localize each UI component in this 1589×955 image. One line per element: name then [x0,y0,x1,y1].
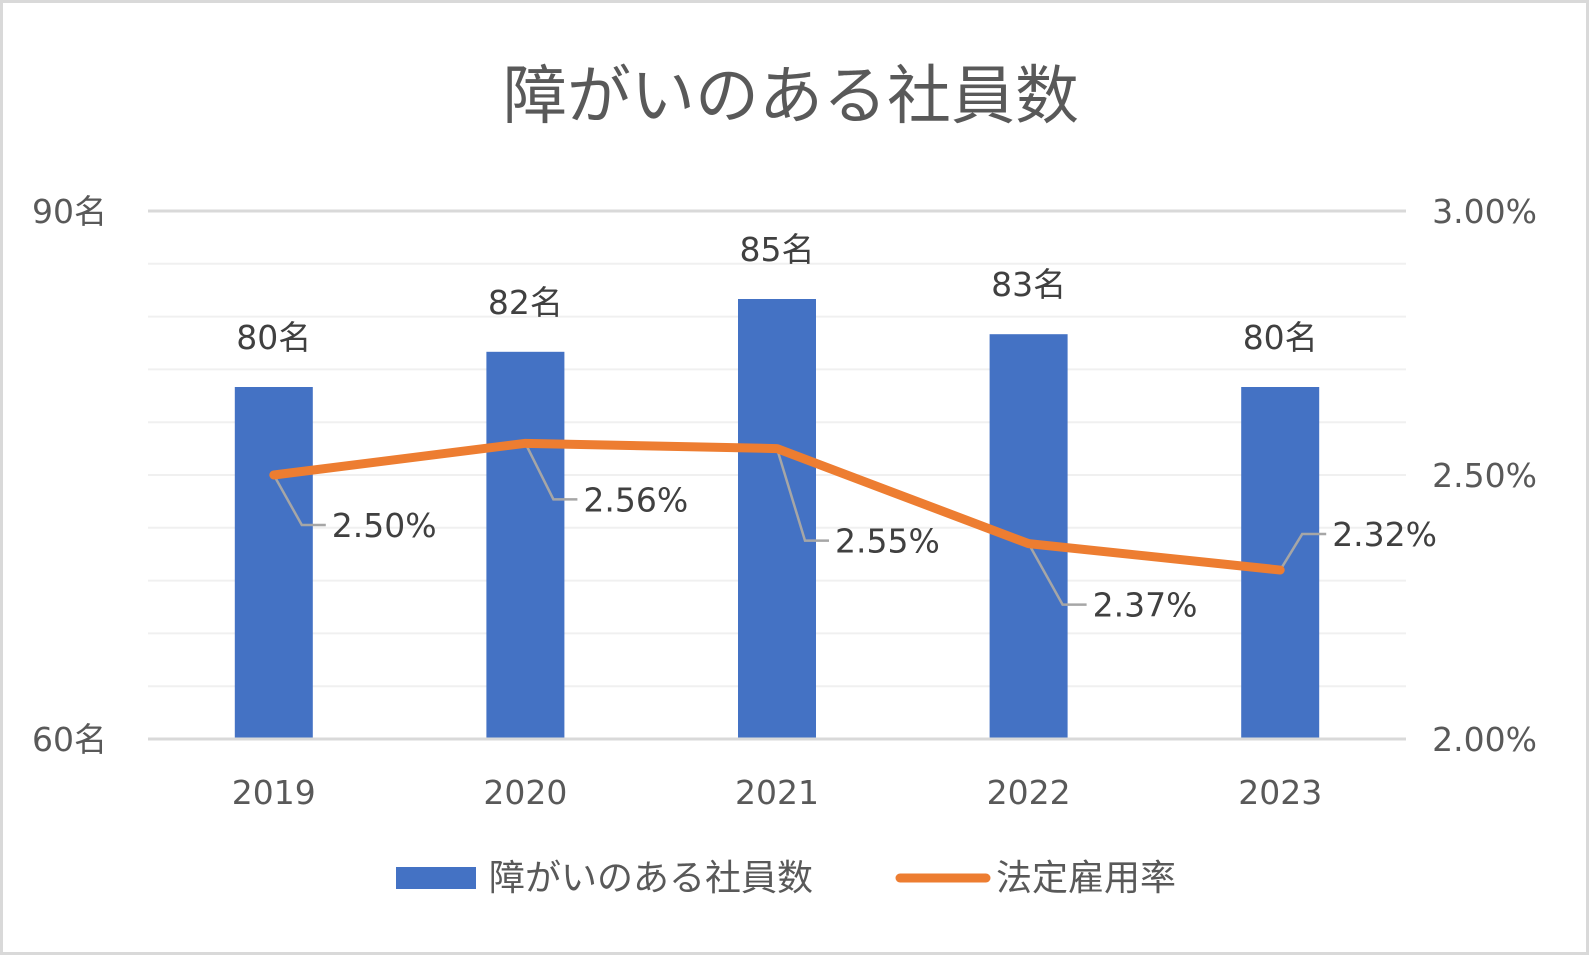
bar-2021 [738,299,816,739]
bar-2019 [234,387,313,739]
bar-value-label: 80名 [1243,318,1318,357]
y-left-tick-label: 60名 [32,720,107,759]
line-value-label: 2.50% [332,506,437,545]
bar-value-label: 82名 [488,283,563,322]
leader-line [775,448,829,542]
legend: 障がいのある社員数 法定雇用率 [396,858,1176,899]
line-value-label: 2.32% [1332,515,1437,554]
leader-line [524,442,578,501]
x-tick-label: 2020 [483,773,567,812]
line-value-label: 2.37% [1093,586,1198,625]
line-value-label: 2.55% [835,522,940,561]
combo-chart: 障がいのある社員数 2019 2020 2021 2022 2023 60名 90名 2.00… [32,60,1537,899]
x-tick-label: 2021 [735,773,819,812]
y-right-tick-label: 2.00% [1432,720,1537,759]
line-point-2023 [1279,569,1282,572]
x-tick-label: 2019 [232,773,316,812]
line-point-2021 [776,447,778,450]
chart-title: 障がいのある社員数 [503,60,1079,134]
bar-value-label: 83名 [991,265,1066,304]
axes: 2019 2020 2021 2022 2023 60名 90名 2.00% 2.50% 3.00… [32,192,1537,812]
legend-label-line: 法定雇用率 [996,858,1176,899]
leader-lines [272,442,1327,606]
bar-value-label: 85名 [740,230,815,269]
x-tick-label: 2022 [987,773,1071,812]
line-point-2022 [1027,542,1030,545]
x-tick-label: 2023 [1238,773,1322,812]
y-right-tick-label: 2.50% [1432,456,1537,495]
legend-label-bar: 障がいのある社員数 [489,858,813,899]
data-labels: 80名 82名 85名 83名 80名 2.50% 2.56% 2.55% 2.37% 2.32% [236,230,1437,625]
leader-line [1279,532,1327,571]
leader-line [1027,543,1087,606]
bar-value-label: 80名 [236,318,311,357]
bar-series [234,299,1320,739]
leader-line [272,474,326,527]
line-point-2020 [524,442,527,445]
line-value-label: 2.56% [583,480,688,519]
legend-swatch-bar [396,867,476,889]
bar-2020 [486,351,565,739]
line-series [269,438,1285,575]
y-left-tick-label: 90名 [32,192,107,231]
line-point-2019 [272,474,275,476]
y-right-tick-label: 3.00% [1432,192,1537,231]
